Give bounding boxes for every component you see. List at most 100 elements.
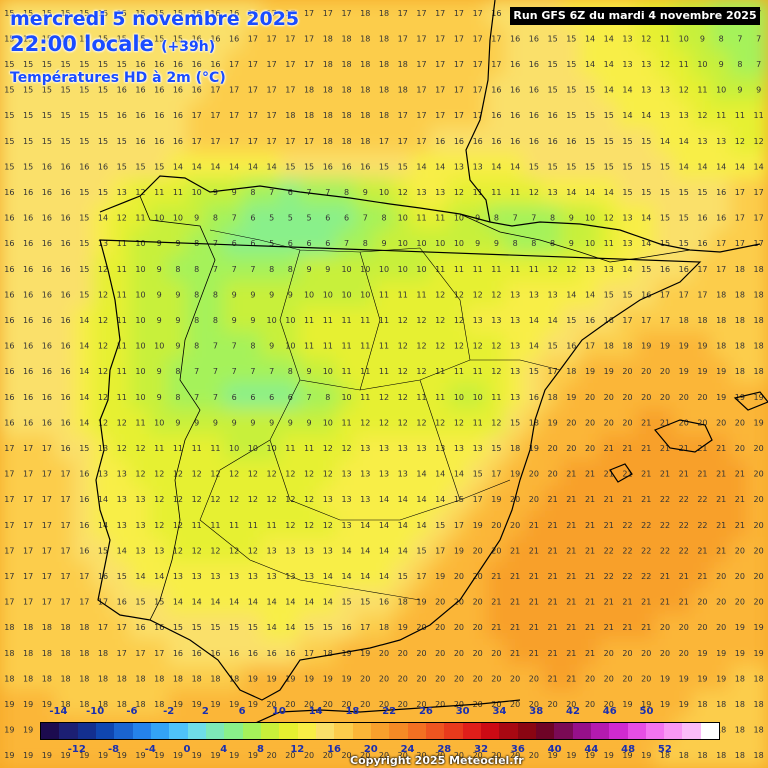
temperature-cell <box>354 587 376 616</box>
grid-value: 12 <box>679 86 689 95</box>
temperature-cell <box>36 741 58 768</box>
temperature-cell <box>111 639 133 667</box>
temperature-cell <box>467 741 489 768</box>
temperature-cell <box>429 536 451 565</box>
temperature-cell <box>111 357 133 385</box>
temperature-cell <box>0 664 20 693</box>
temperature-cell <box>111 0 133 27</box>
temperature-cell <box>673 75 695 104</box>
grid-value: 17 <box>210 137 220 146</box>
grid-value: 17 <box>435 34 445 43</box>
grid-value: 10 <box>473 393 483 402</box>
grid-value: 16 <box>360 162 370 171</box>
grid-value: 21 <box>641 623 651 632</box>
grid-value: 14 <box>585 60 595 69</box>
temperature-cell <box>279 152 301 181</box>
grid-value: 11 <box>491 188 501 197</box>
temperature-cell <box>17 690 39 718</box>
temperature-cell <box>411 101 432 129</box>
legend-tick-label: 36 <box>510 744 525 755</box>
legend-tick-label: 0 <box>183 744 191 755</box>
temperature-cell <box>429 690 451 718</box>
temperature-cell <box>748 536 768 565</box>
grid-value: 14 <box>79 367 89 376</box>
temperature-cell <box>560 613 582 641</box>
temperature-cell <box>336 331 357 360</box>
temperature-cell <box>205 331 226 360</box>
grid-value: 16 <box>79 521 89 530</box>
grid-value: 16 <box>79 162 89 171</box>
legend-tick-label: 34 <box>492 706 507 717</box>
legend-swatch <box>425 723 445 739</box>
grid-value: 14 <box>192 598 202 607</box>
grid-value: 12 <box>754 137 764 146</box>
temperature-cell <box>692 50 713 78</box>
grid-value: 20 <box>529 700 539 709</box>
temperature-cell <box>411 639 432 667</box>
grid-value: 17 <box>60 598 70 607</box>
temperature-cell <box>692 280 713 309</box>
temperature-cell <box>523 75 545 104</box>
temperature-cell <box>448 485 470 513</box>
grid-value: 12 <box>491 418 501 427</box>
legend-swatch <box>645 723 665 739</box>
temperature-cell <box>317 306 339 334</box>
temperature-cell <box>130 639 151 667</box>
temperature-cell <box>223 562 245 590</box>
legend-swatch <box>150 723 170 739</box>
temperature-cell <box>298 0 320 27</box>
grid-value: 20 <box>304 700 314 709</box>
temperature-cell <box>317 331 339 360</box>
legend-swatch <box>627 723 646 739</box>
temperature-cell <box>467 127 489 155</box>
temperature-cell <box>429 229 451 257</box>
grid-value: 16 <box>473 137 483 146</box>
grid-value: 10 <box>285 342 295 351</box>
grid-value: 8 <box>381 214 386 223</box>
temperature-cell <box>486 741 507 768</box>
legend-swatch <box>169 723 188 739</box>
grid-value: 15 <box>23 9 33 18</box>
temperature-cell <box>654 741 676 768</box>
grid-value: 9 <box>175 342 180 351</box>
grid-value: 18 <box>754 367 764 376</box>
temperature-cell <box>279 306 301 334</box>
temperature-cell <box>748 511 768 539</box>
temperature-cell <box>186 408 208 437</box>
temperature-cell <box>729 50 751 78</box>
temperature-cell <box>17 357 39 385</box>
temperature-cell <box>336 255 357 283</box>
temperature-cell <box>17 485 39 513</box>
temperature-cell <box>523 357 545 385</box>
temperature-cell <box>617 485 638 513</box>
grid-value: 9 <box>175 316 180 325</box>
grid-value: 18 <box>716 290 726 299</box>
grid-value: 16 <box>4 239 14 248</box>
temperature-cell <box>261 152 282 181</box>
grid-value: 13 <box>267 572 277 581</box>
grid-value: 17 <box>267 34 277 43</box>
grid-value: 16 <box>60 444 70 453</box>
temperature-cell <box>317 511 339 539</box>
temperature-cell <box>55 280 76 309</box>
grid-value: 19 <box>585 367 595 376</box>
temperature-cell <box>279 331 301 360</box>
grid-value: 18 <box>379 623 389 632</box>
temperature-cell <box>411 229 432 257</box>
temperature-cell <box>205 536 226 565</box>
grid-value: 13 <box>622 34 632 43</box>
temperature-cell <box>617 511 638 539</box>
temperature-cell <box>523 306 545 334</box>
temperature-cell <box>17 331 39 360</box>
grid-value: 14 <box>173 598 183 607</box>
legend-swatch <box>370 723 390 739</box>
grid-value: 17 <box>23 444 33 453</box>
grid-value: 12 <box>473 290 483 299</box>
grid-value: 15 <box>4 162 14 171</box>
grid-value: 17 <box>42 470 52 479</box>
temperature-cell <box>748 255 768 283</box>
grid-value: 16 <box>117 111 127 120</box>
grid-value: 13 <box>416 444 426 453</box>
grid-value: 21 <box>566 598 576 607</box>
temperature-cell <box>242 562 264 590</box>
